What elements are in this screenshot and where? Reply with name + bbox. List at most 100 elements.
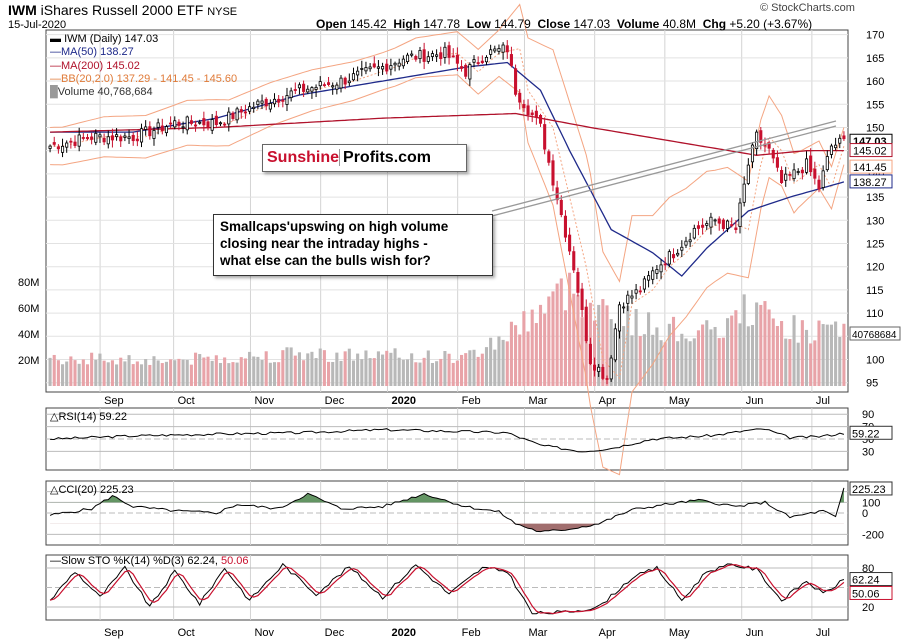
- volume-bar: [750, 324, 755, 386]
- volume-bar: [364, 350, 368, 386]
- candle-body: [430, 53, 434, 57]
- candle-body: [289, 90, 293, 98]
- candle-body: [696, 225, 700, 229]
- volume-bar: [435, 361, 439, 386]
- volume-bar: [106, 362, 110, 386]
- y-tick-label: 100: [866, 355, 884, 367]
- candle-body: [667, 251, 671, 265]
- volume-bar: [48, 357, 52, 386]
- candle-body: [659, 264, 663, 273]
- candle-body: [622, 306, 626, 309]
- volume-bar: [730, 315, 734, 386]
- bb-upper: [50, 3, 845, 283]
- volume-bar: [318, 348, 322, 386]
- volume-bar: [94, 359, 98, 386]
- ma50-line: [50, 61, 845, 277]
- candle-body: [547, 151, 551, 163]
- volume-bar: [414, 362, 418, 386]
- candle-body: [393, 62, 397, 66]
- candle-body: [81, 137, 85, 139]
- volume-bar: [194, 352, 198, 386]
- volume-bar: [696, 330, 700, 386]
- x-tick-label-top: Jul: [816, 395, 830, 407]
- candle-body: [713, 219, 717, 222]
- candle-body: [405, 54, 410, 63]
- volume-bar: [526, 331, 530, 386]
- volume-bar: [834, 321, 838, 386]
- candle-body: [327, 82, 331, 85]
- rsi-last-tag: 59.22: [852, 428, 880, 440]
- volume-bar: [285, 347, 289, 386]
- candle-body: [530, 112, 534, 116]
- candle-body: [127, 136, 131, 139]
- candle-body: [56, 146, 60, 150]
- candle-body: [252, 106, 256, 109]
- candle-body: [210, 119, 214, 131]
- x-tick-label-bottom: Jul: [816, 627, 830, 639]
- volume-bar: [534, 323, 538, 386]
- volume-bar: [738, 323, 742, 386]
- candle-body: [343, 77, 347, 85]
- volume-bar: [767, 309, 771, 386]
- candle-body: [90, 136, 94, 140]
- volume-bar: [73, 360, 77, 386]
- candle-body: [692, 227, 696, 239]
- candle-body: [597, 366, 601, 372]
- volume-bar: [501, 339, 505, 386]
- volume-bar: [385, 350, 389, 386]
- volume-bar: [622, 326, 626, 386]
- candle-body: [543, 124, 547, 150]
- x-tick-label-top: 2020: [391, 395, 415, 407]
- candle-body: [443, 46, 447, 58]
- candle-body: [152, 130, 156, 139]
- candle-body: [314, 86, 318, 90]
- volume-bar: [617, 319, 622, 386]
- volume-bar: [231, 362, 235, 386]
- candle-body: [102, 137, 106, 143]
- volume-bar: [393, 348, 397, 386]
- ma200-line: [50, 112, 844, 156]
- candle-body: [825, 156, 829, 171]
- annotation-line-3: what else can the bulls wish for?: [220, 253, 431, 268]
- rsi-last-tag-box: [849, 425, 893, 440]
- candle-body: [626, 294, 630, 304]
- candle-body: [455, 54, 459, 64]
- candle-body: [177, 121, 181, 126]
- volume-bar: [264, 351, 268, 386]
- volume-bar: [792, 315, 796, 386]
- y-tick-label: 95: [866, 378, 878, 390]
- candle-body: [580, 288, 584, 310]
- volume-bar: [356, 353, 360, 386]
- candle-body: [106, 136, 110, 145]
- candle-body: [671, 254, 676, 259]
- candle-body: [302, 83, 306, 92]
- volume-bar: [763, 301, 767, 386]
- volume-bar: [547, 296, 551, 386]
- cci-last-tag-box: [849, 481, 893, 496]
- candle-body: [688, 239, 692, 243]
- volume-bar: [821, 324, 825, 386]
- sto-label: —Slow STO %K(14) %D(3) 62.24, 50.06: [50, 555, 249, 567]
- volume-bar: [210, 360, 214, 386]
- candle-body: [842, 135, 846, 140]
- candle-body: [306, 88, 310, 93]
- candle-body: [771, 149, 775, 159]
- volume-bar: [626, 305, 630, 386]
- candle-body: [655, 269, 659, 274]
- volume-bar: [397, 357, 401, 386]
- volume-bar: [605, 305, 609, 386]
- volume-bar: [572, 293, 576, 386]
- candle-body: [214, 115, 218, 126]
- volume-bar: [61, 364, 65, 386]
- candle-body: [813, 168, 817, 179]
- candle-body: [738, 202, 742, 227]
- candle-body: [77, 134, 81, 147]
- legend-volume: █Volume 40,768,684: [50, 86, 153, 99]
- candle-body: [164, 126, 168, 134]
- volume-bar: [169, 359, 173, 386]
- bb-lower: [50, 74, 845, 476]
- volume-bar: [223, 357, 227, 386]
- trendline: [491, 120, 837, 212]
- volume-bar: [314, 358, 318, 386]
